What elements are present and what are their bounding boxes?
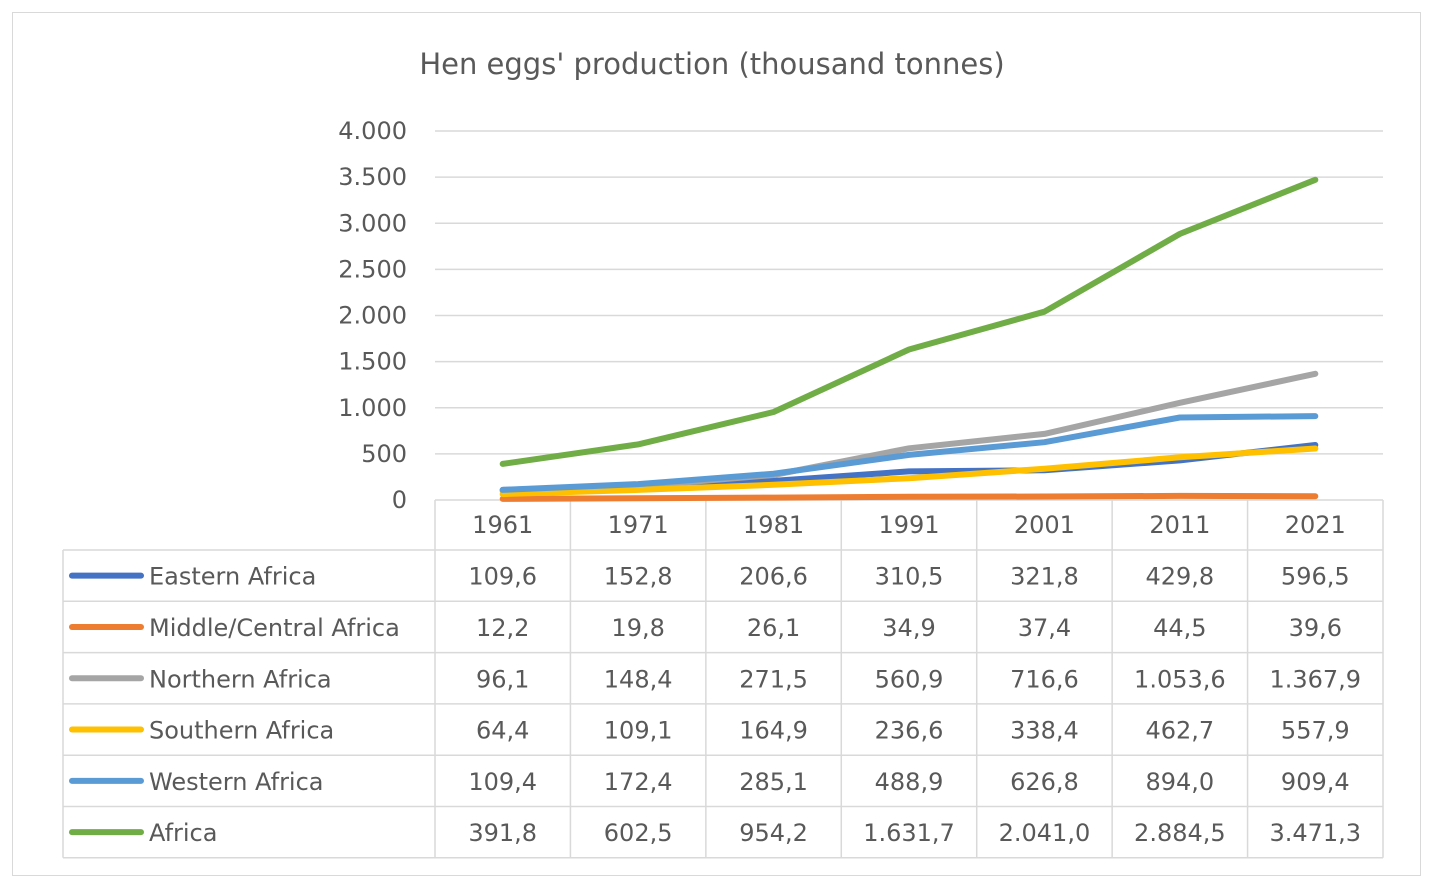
data-cell: 12,2	[476, 614, 529, 642]
y-axis-tick-labels: 0 500 1.000 1.500 2.000 2.500 3.000 3.500 4.000	[338, 117, 407, 514]
data-cell: 26,1	[747, 614, 800, 642]
series-name: Western Africa	[149, 768, 324, 796]
data-cell: 321,8	[1010, 563, 1079, 591]
series-name: Southern Africa	[149, 717, 334, 745]
series-name: Middle/Central Africa	[149, 614, 400, 642]
x-category-label: 2011	[1149, 511, 1210, 539]
y-tick-label: 2.500	[338, 255, 407, 283]
data-cell: 488,9	[875, 768, 944, 796]
data-cell: 37,4	[1018, 614, 1071, 642]
series-name: Africa	[149, 819, 217, 847]
y-tick-label: 1.500	[338, 348, 407, 376]
data-cell: 34,9	[882, 614, 935, 642]
x-category-label: 1981	[743, 511, 804, 539]
data-cell: 1.631,7	[863, 819, 955, 847]
data-cell: 1.053,6	[1134, 665, 1226, 693]
data-cell: 285,1	[739, 768, 808, 796]
x-category-label: 1961	[472, 511, 533, 539]
data-cell: 206,6	[739, 563, 808, 591]
data-cell: 148,4	[604, 665, 673, 693]
data-cell: 338,4	[1010, 717, 1079, 745]
data-cell: 2.041,0	[999, 819, 1091, 847]
data-cell: 109,4	[468, 768, 537, 796]
data-cell: 596,5	[1281, 563, 1350, 591]
series-name: Eastern Africa	[149, 563, 316, 591]
data-cell: 172,4	[604, 768, 673, 796]
data-cell: 3.471,3	[1269, 819, 1361, 847]
y-tick-label: 4.000	[338, 117, 407, 145]
data-table: 1961 1971 1981 1991 2001 2011 2021 Eastern Afri…	[62, 500, 1384, 859]
y-tick-label: 1.000	[338, 394, 407, 422]
data-cell: 109,1	[604, 717, 673, 745]
data-cell: 152,8	[604, 563, 673, 591]
y-tick-label: 2.000	[338, 302, 407, 330]
data-cell: 954,2	[739, 819, 808, 847]
chart-title: Hen eggs' production (thousand tonnes)	[419, 47, 1004, 81]
data-cell: 391,8	[468, 819, 537, 847]
data-cell: 429,8	[1145, 563, 1214, 591]
data-cell: 894,0	[1145, 768, 1214, 796]
series-line	[499, 413, 1319, 493]
data-cell: 1.367,9	[1269, 665, 1361, 693]
data-cell: 716,6	[1010, 665, 1079, 693]
series-name: Northern Africa	[149, 665, 332, 693]
data-cell: 909,4	[1281, 768, 1350, 796]
x-category-label: 2021	[1285, 511, 1346, 539]
data-cell: 64,4	[476, 717, 529, 745]
data-cell: 602,5	[604, 819, 673, 847]
data-cell: 19,8	[611, 614, 664, 642]
series-line	[499, 445, 1319, 498]
series-line	[499, 492, 1319, 502]
data-cell: 164,9	[739, 717, 808, 745]
chart-frame	[12, 12, 1421, 876]
data-cell: 109,6	[468, 563, 537, 591]
y-tick-label: 3.000	[338, 209, 407, 237]
data-cell: 236,6	[875, 717, 944, 745]
x-category-label: 2001	[1014, 511, 1075, 539]
data-cell: 560,9	[875, 665, 944, 693]
y-tick-label: 3.500	[338, 163, 407, 191]
data-cell: 271,5	[739, 665, 808, 693]
x-category-label: 1971	[608, 511, 669, 539]
data-cell: 2.884,5	[1134, 819, 1226, 847]
data-cell: 626,8	[1010, 768, 1079, 796]
data-cell: 44,5	[1153, 614, 1206, 642]
data-cell: 310,5	[875, 563, 944, 591]
data-cell: 557,9	[1281, 717, 1350, 745]
gridlines	[435, 130, 1383, 501]
series-lines	[499, 176, 1319, 502]
y-tick-label: 500	[361, 440, 407, 468]
y-tick-label: 0	[392, 486, 407, 514]
data-cell: 462,7	[1145, 717, 1214, 745]
x-category-label: 1991	[878, 511, 939, 539]
data-cell: 96,1	[476, 665, 529, 693]
data-cell: 39,6	[1289, 614, 1342, 642]
series-line	[499, 176, 1319, 467]
